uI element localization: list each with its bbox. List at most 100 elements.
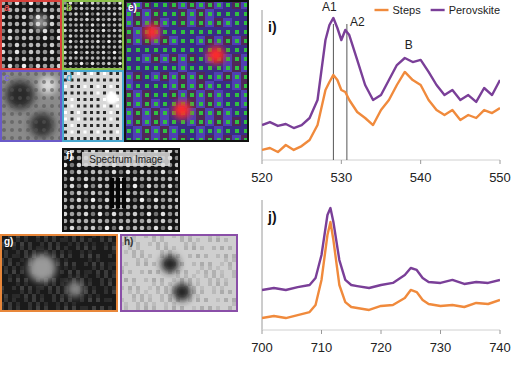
pixel	[108, 266, 112, 270]
atom	[50, 43, 55, 48]
pixel	[68, 298, 72, 302]
pixel	[60, 298, 64, 302]
tile	[196, 108, 205, 117]
atom	[136, 84, 140, 88]
atom	[71, 131, 74, 134]
atom	[36, 64, 41, 69]
pixel	[64, 258, 68, 262]
pixel	[164, 290, 168, 294]
atom	[2, 120, 6, 124]
atom	[84, 226, 89, 231]
atom	[181, 66, 185, 70]
atom	[133, 219, 138, 224]
atom	[96, 34, 100, 38]
atom	[235, 48, 239, 52]
atom	[126, 205, 131, 210]
atom	[181, 21, 185, 25]
atom	[50, 120, 54, 124]
pixel	[60, 254, 64, 258]
pixel	[140, 270, 144, 274]
atom	[42, 96, 46, 100]
image-panel: c	[0, 70, 62, 142]
atom	[116, 111, 119, 114]
atom	[8, 50, 13, 55]
atom	[8, 36, 13, 41]
pixel	[100, 306, 104, 310]
atom	[163, 66, 167, 70]
pixel	[56, 302, 60, 306]
atom	[235, 66, 239, 70]
tile	[133, 54, 142, 63]
atom	[161, 184, 166, 189]
atom	[91, 51, 95, 55]
pixel	[28, 302, 32, 306]
pixel	[4, 250, 8, 254]
atom	[74, 45, 78, 49]
tile	[232, 27, 241, 36]
atom	[91, 198, 96, 203]
tile	[205, 9, 214, 18]
atom	[85, 45, 89, 49]
pixel	[88, 298, 92, 302]
atom	[18, 136, 22, 140]
pixel	[96, 258, 100, 262]
atom	[133, 198, 138, 203]
tile	[133, 99, 142, 108]
pixel	[148, 254, 152, 258]
annotation-line	[333, 24, 334, 160]
tile	[178, 45, 187, 54]
atom	[208, 12, 212, 16]
pixel	[36, 238, 40, 242]
tile	[187, 117, 196, 126]
atom	[103, 131, 106, 134]
atom	[96, 23, 100, 27]
atom	[107, 45, 111, 49]
x-axis	[262, 160, 500, 161]
atom	[199, 12, 203, 16]
atom	[172, 3, 176, 7]
pixel	[204, 254, 208, 258]
image-panel: g)	[0, 234, 120, 314]
pixel	[80, 278, 84, 282]
pixel	[200, 266, 204, 270]
atom	[80, 62, 84, 66]
atom	[84, 184, 89, 189]
pixel	[52, 250, 56, 254]
tile	[196, 63, 205, 72]
atom	[18, 80, 22, 84]
blob	[67, 281, 83, 297]
atom	[172, 93, 176, 97]
atom	[154, 84, 158, 88]
pixel	[168, 282, 172, 286]
atom	[163, 102, 167, 106]
atom	[226, 30, 230, 34]
pixel	[144, 278, 148, 282]
tile	[142, 108, 151, 117]
atom	[80, 51, 84, 55]
atom	[22, 29, 27, 34]
atom	[91, 56, 95, 60]
pixel	[16, 238, 20, 242]
x-tick	[341, 160, 342, 164]
atom	[199, 75, 203, 79]
red-blob	[173, 101, 191, 119]
atom	[74, 62, 78, 66]
pixel	[224, 258, 228, 262]
tile	[214, 90, 223, 99]
atom	[113, 23, 117, 27]
pixel	[12, 294, 16, 298]
atom	[181, 84, 185, 88]
pixel	[132, 282, 136, 286]
atom	[163, 111, 167, 115]
tile	[169, 81, 178, 90]
atom	[133, 177, 138, 182]
atom	[102, 7, 106, 11]
atom	[91, 62, 95, 66]
atom	[161, 205, 166, 210]
atom	[199, 30, 203, 34]
atom	[85, 7, 89, 11]
atom	[190, 12, 194, 16]
atom	[29, 36, 34, 41]
panel-border	[1, 71, 61, 141]
pixel	[108, 298, 112, 302]
